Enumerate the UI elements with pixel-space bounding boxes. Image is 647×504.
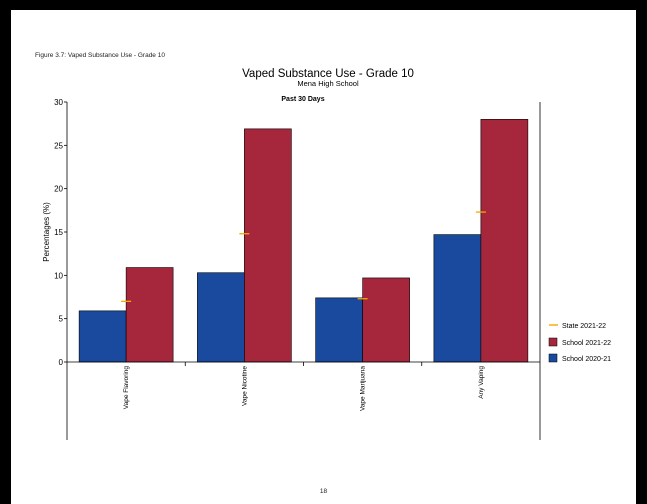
x-category-label: Vape Flavoring [123, 366, 130, 410]
chart-subtitle: Mena High School [297, 79, 359, 88]
state-markers [121, 211, 486, 302]
page-number: 18 [319, 488, 328, 495]
x-category-label: Vape Marijuana [360, 366, 367, 411]
legend-label: School 2021-22 [562, 340, 611, 347]
x-category-label: Any Vaping [478, 366, 485, 399]
y-tick-label: 15 [54, 228, 63, 237]
y-tick-label: 25 [54, 141, 63, 150]
bar-school-2021-22 [244, 128, 292, 363]
bar-school-2020-21 [197, 272, 245, 363]
bars [78, 119, 529, 363]
y-tick-label: 30 [54, 98, 63, 107]
bar-school-2020-21 [315, 297, 363, 363]
bar-school-2021-22 [125, 267, 174, 363]
legend-swatch-school [548, 353, 558, 363]
legend-label: School 2020-21 [562, 356, 611, 363]
legend: State 2021-22 School 2021-22 School 2020-2… [548, 323, 611, 363]
y-axis: 0 5 10 15 20 25 30 [54, 98, 68, 440]
x-axis: Vape Flavoring Vape Nicotine Vape Marijuan… [67, 102, 541, 440]
bar-school-2020-21 [78, 310, 127, 363]
bar-school-2020-21 [433, 234, 482, 363]
y-tick-label: 0 [59, 358, 64, 367]
y-tick-label: 20 [54, 185, 63, 194]
bar-school-2021-22 [480, 119, 529, 363]
legend-swatch-school [548, 337, 558, 347]
y-tick-label: 10 [54, 271, 63, 280]
bar-school-2021-22 [362, 277, 410, 363]
y-axis-label: Percentages (%) [42, 202, 51, 262]
report-page: Figure 3.7: Vaped Substance Use - Grade … [11, 10, 636, 504]
x-category-label: Vape Nicotine [241, 366, 248, 406]
legend-label: State 2021-22 [562, 323, 606, 330]
y-tick-label: 5 [59, 315, 64, 324]
panel-title: Past 30 Days [281, 96, 324, 103]
chart-title: Vaped Substance Use - Grade 10 [242, 68, 414, 80]
figure-caption: Figure 3.7: Vaped Substance Use - Grade … [35, 52, 165, 59]
